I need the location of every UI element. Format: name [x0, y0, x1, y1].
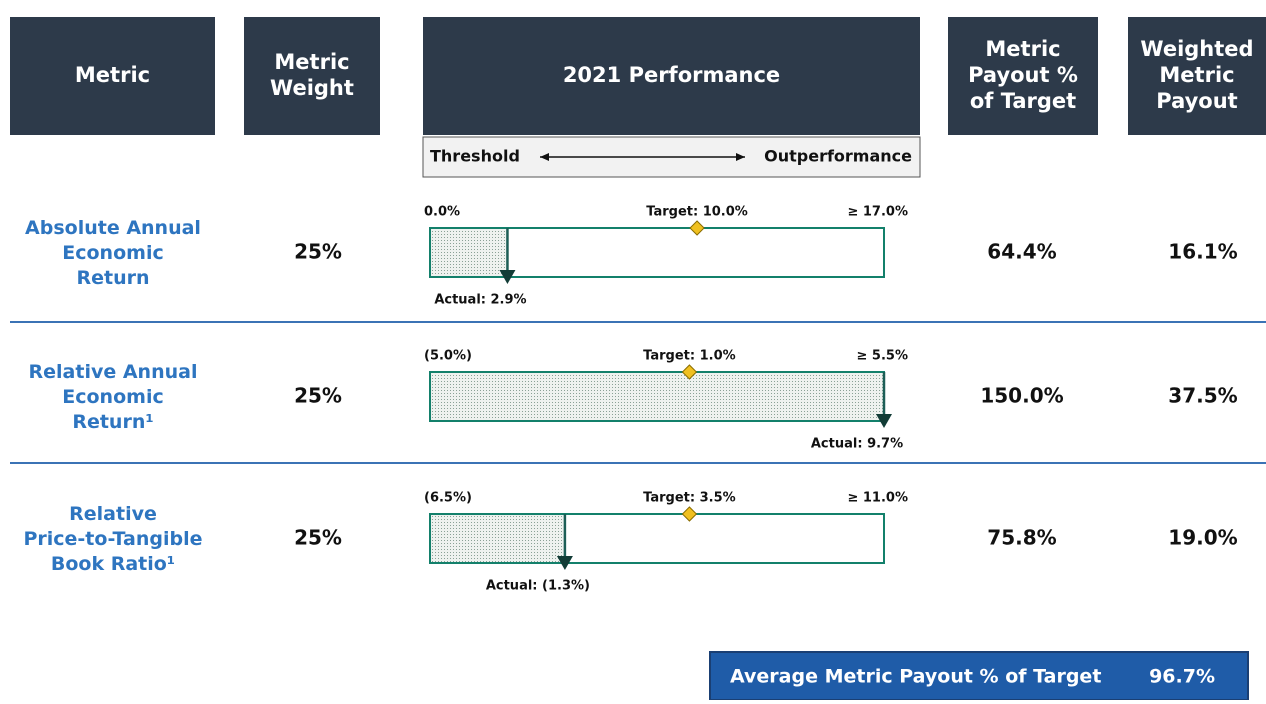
actual-label: Actual: 2.9% — [434, 293, 526, 308]
metric-name-line: Return¹ — [72, 411, 153, 433]
actual-label: Actual: 9.7% — [811, 437, 903, 452]
target-label: Target: 1.0% — [643, 349, 736, 364]
target-label: Target: 10.0% — [646, 205, 748, 220]
metric-name-line: Absolute Annual — [25, 217, 201, 239]
metric-name: Relative Price-to-Tangible Book Ratio¹ — [23, 503, 202, 575]
max-label: ≥ 17.0% — [847, 205, 908, 220]
weighted-payout: 19.0% — [1168, 526, 1237, 550]
metric-weight: 25% — [294, 526, 342, 550]
header-cell — [244, 17, 380, 135]
header-label: Metric Weight — [270, 50, 354, 100]
metric-payout: 64.4% — [987, 240, 1056, 264]
bar-frame — [429, 227, 885, 278]
scale-left: Threshold — [430, 147, 520, 166]
metric-name-line: Return — [76, 267, 149, 289]
header-label: 2021 Performance — [563, 63, 780, 87]
header-cell — [1128, 17, 1266, 135]
header-cell — [10, 17, 215, 135]
header-label: Metric — [75, 63, 150, 87]
metric-weight: 25% — [294, 240, 342, 264]
actual-fill — [430, 372, 884, 421]
threshold-label: 0.0% — [424, 205, 460, 220]
metric-weight: 25% — [294, 384, 342, 408]
threshold-label: (6.5%) — [424, 491, 472, 506]
header-label: Metric Payout % of Target — [968, 37, 1078, 113]
metric-name-line: Relative Annual — [29, 361, 198, 383]
metric-payout: 150.0% — [980, 384, 1063, 408]
metric-name-line: Book Ratio¹ — [51, 553, 175, 575]
header-label: Weighted Metric Payout — [1140, 37, 1253, 113]
max-label: ≥ 5.5% — [857, 349, 908, 364]
actual-marker — [499, 270, 516, 284]
arrow-head-right — [736, 153, 745, 161]
actual-label: Actual: (1.3%) — [486, 579, 590, 594]
metric-name: Relative Annual Economic Return¹ — [29, 361, 198, 433]
metric-name-line: Price-to-Tangible — [23, 528, 202, 550]
header-cell — [423, 17, 920, 135]
max-label: ≥ 11.0% — [847, 491, 908, 506]
metric-name-line: Economic — [62, 242, 163, 264]
metric-name: Absolute Annual Economic Return — [25, 217, 201, 289]
summary-label: Average Metric Payout % of Target — [730, 666, 1101, 688]
metric-name-line: Economic — [62, 386, 163, 408]
arrow-head-left — [540, 153, 549, 161]
metric-name-line: Relative — [69, 503, 157, 525]
weighted-payout: 16.1% — [1168, 240, 1237, 264]
target-label: Target: 3.5% — [643, 491, 736, 506]
target-marker — [689, 220, 705, 236]
threshold-label: (5.0%) — [424, 349, 472, 364]
metric-payout: 75.8% — [987, 526, 1056, 550]
summary-value: 96.7% — [1149, 666, 1215, 688]
scale-right: Outperformance — [764, 147, 912, 166]
weighted-payout: 37.5% — [1168, 384, 1237, 408]
target-marker — [681, 506, 698, 522]
bar-frame — [429, 513, 885, 564]
header-cell — [948, 17, 1098, 135]
actual-fill — [430, 228, 508, 277]
actual-marker — [556, 556, 573, 570]
actual-fill — [430, 514, 565, 563]
actual-marker — [876, 414, 892, 428]
summary-box — [709, 651, 1249, 701]
target-marker — [681, 364, 698, 380]
